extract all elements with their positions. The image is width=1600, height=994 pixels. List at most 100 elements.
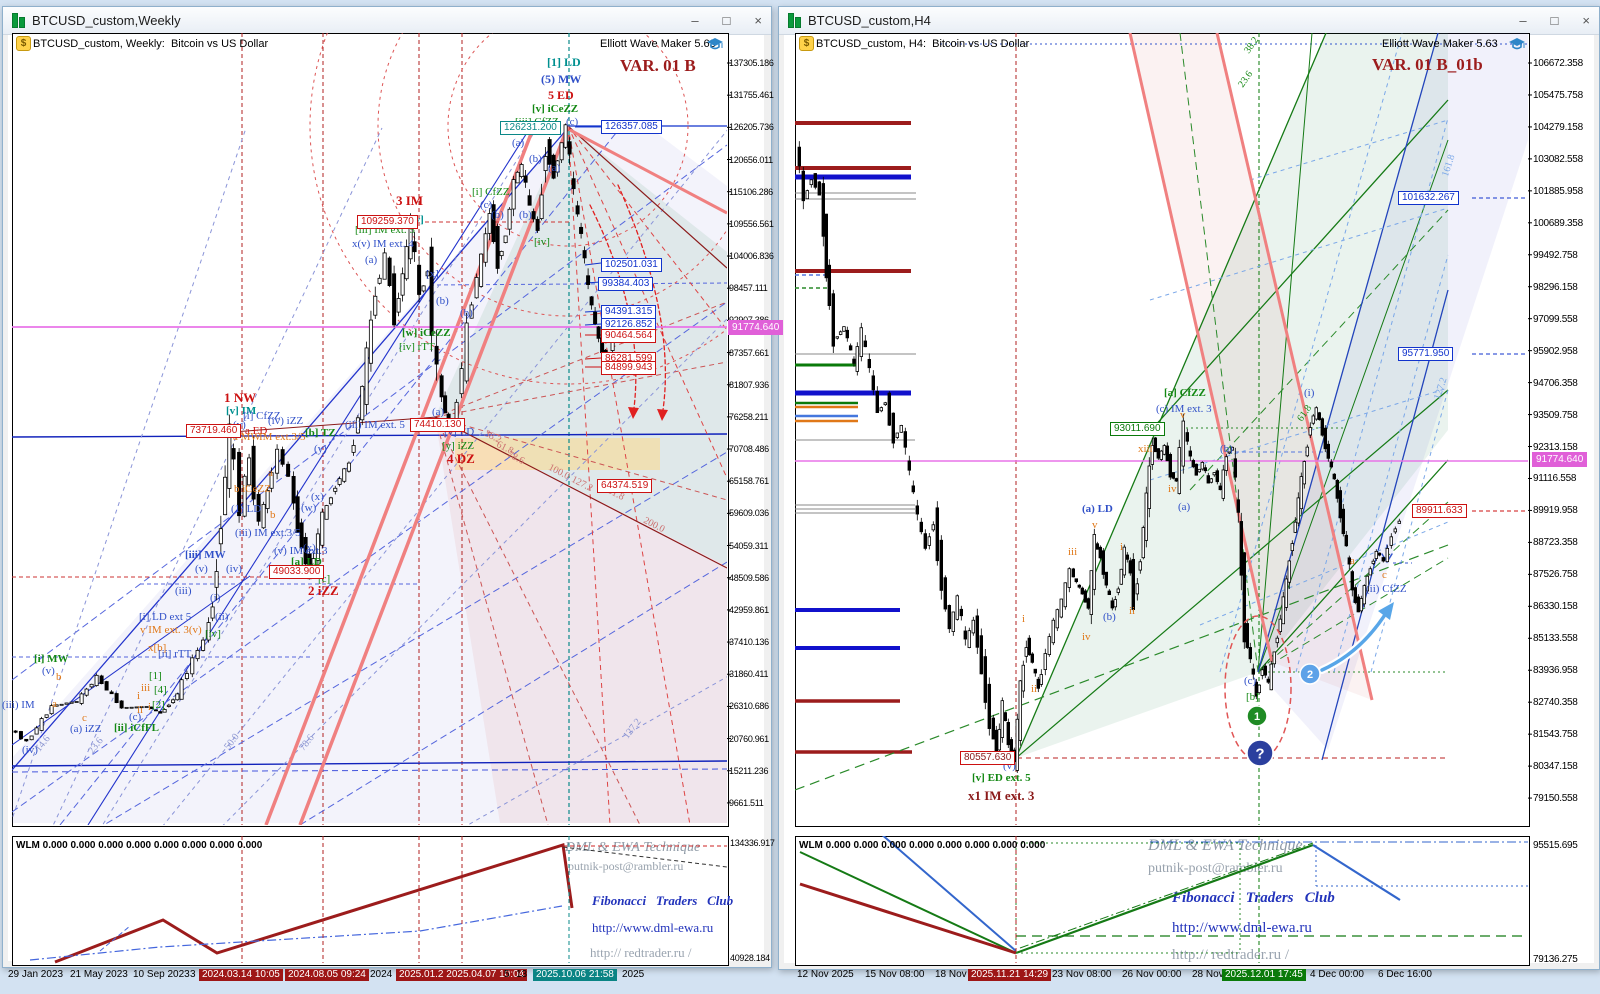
chart-caption: BTCUSD_custom, Weekly: Bitcoin vs US Dol… <box>33 38 269 50</box>
price-tag: 94391.315 <box>601 305 657 319</box>
axis-price-label: 80347.158 <box>1533 761 1578 773</box>
chart-window-icon <box>788 12 801 28</box>
window-title: BTCUSD_custom,H4 <box>808 13 931 28</box>
wave-label: (iv) <box>226 563 242 575</box>
minimize-button[interactable]: – <box>1519 13 1527 28</box>
wave-label: (c) <box>480 199 493 211</box>
wave-label: ii <box>137 704 144 716</box>
wave-label: (v) <box>1003 760 1016 772</box>
wave-label: (c) <box>1244 675 1257 687</box>
wave-label: [4] <box>154 684 167 696</box>
wave-label: [v] ED <box>444 426 475 438</box>
wave-label: iii <box>141 682 151 694</box>
axis-time-label: 2025.10.06 21:58 <box>533 969 617 981</box>
weekly-wlm-frame[interactable] <box>12 836 729 966</box>
wave-label: (a) iZZ <box>70 723 102 735</box>
axis-price-label: 20760.961 <box>729 733 769 744</box>
axis-price-label: 26310.686 <box>729 701 769 712</box>
wave-label: b <box>270 509 276 521</box>
wave-label: iv <box>1168 483 1177 495</box>
wave-label: iii <box>1068 546 1078 558</box>
axis-time-label: 2025.11.21 14:29 <box>968 969 1052 981</box>
axis-price-label: 87526.758 <box>1533 569 1578 581</box>
expert-icon[interactable]: $ <box>799 36 814 51</box>
wave-label: (ii) <box>215 611 229 623</box>
wave-label: (c) <box>129 711 142 723</box>
axis-price-label: 88723.358 <box>1533 537 1578 549</box>
price-scale-h4[interactable] <box>1528 33 1598 825</box>
axis-price-label: 48509.586 <box>729 572 769 583</box>
watermark-text: DML & EWA Technique <box>565 840 701 855</box>
axis-price-label: 81543.758 <box>1533 729 1578 741</box>
maximize-button[interactable]: □ <box>722 13 731 28</box>
wave-label: [b] <box>1246 691 1259 703</box>
wave-label: (b) <box>491 209 504 221</box>
axis-price-label: 54059.311 <box>729 540 769 551</box>
axis-price-label: 83936.958 <box>1533 665 1578 677</box>
maximize-button[interactable]: □ <box>1550 13 1559 28</box>
wave-label: [v] iCeZZ <box>532 103 579 115</box>
wave-label: (5) MW <box>541 72 582 86</box>
wlm-indicator-label: WLM 0.000 0.000 0.000 0.000 0.000 0.000 … <box>16 840 263 851</box>
axis-time-label: 2024 <box>370 969 393 980</box>
wave-label: [w] iCeZZ <box>402 327 451 339</box>
ewm-brand: Elliott Wave Maker 5.63 <box>600 38 716 50</box>
time-scale-h4[interactable] <box>795 966 1528 986</box>
ewm-brand: Elliott Wave Maker 5.63 <box>1382 38 1498 50</box>
axis-time-label: 4 Dec 00:00 <box>1310 969 1364 980</box>
price-tag: 102501.031 <box>601 258 662 272</box>
price-tag: 74410.130 <box>410 418 466 432</box>
svg-text:2: 2 <box>1307 669 1313 681</box>
axis-price-label: 91116.558 <box>1533 473 1577 485</box>
titlebar-weekly[interactable]: BTCUSD_custom,Weekly – □ × <box>3 7 771 35</box>
price-scale-weekly[interactable] <box>727 33 772 825</box>
wave-label: (x) <box>311 491 324 503</box>
h4-wlm-frame[interactable] <box>795 836 1530 966</box>
wave-label: 5 ED <box>548 88 574 102</box>
close-button[interactable]: × <box>754 13 762 28</box>
wave-label: x[b] <box>148 642 167 654</box>
expert-icon[interactable]: $ <box>16 36 31 51</box>
watermark-text: putnik-post@rambler.ru <box>568 859 684 873</box>
axis-price-label: 106672.358 <box>1533 58 1583 69</box>
wave-label: xiii <box>1138 443 1153 455</box>
variant-label: VAR. 01 B_01b <box>1372 55 1483 74</box>
wave-label: c <box>1382 569 1387 581</box>
axis-price-label: 109556.561 <box>729 218 774 229</box>
weekly-plot-frame[interactable] <box>12 33 729 827</box>
wave-label: (a) <box>512 137 525 149</box>
wave-label: v <box>1092 519 1098 531</box>
wave-label: (iii) IM ext. 5 <box>345 419 405 431</box>
axis-price-label: 42959.861 <box>729 604 769 615</box>
wave-label: [a] CfZZ <box>1164 387 1206 399</box>
wave-label: x1 IM ext. 3 <box>968 788 1035 803</box>
price-tag: 49033.900 <box>269 565 325 579</box>
axis-price-label: 15211.236 <box>729 765 769 776</box>
wave-label: 2 iZZ <box>308 583 339 598</box>
minimize-button[interactable]: – <box>691 13 699 28</box>
time-scale-weekly[interactable] <box>12 966 727 986</box>
axis-time-label: 2025 <box>622 969 645 980</box>
close-button[interactable]: × <box>1582 13 1590 28</box>
wlm-scale-value: 79136.275 <box>1533 954 1578 965</box>
price-tag: 95771.950 <box>1398 347 1454 361</box>
axis-price-label: 70708.486 <box>729 444 769 455</box>
axis-price-label: 131755.461 <box>729 90 774 101</box>
axis-time-label: 2024.03.14 10:05 <box>199 969 283 981</box>
svg-text:1: 1 <box>1254 711 1260 723</box>
wave-label: (1) LD <box>231 503 262 515</box>
wave-label: i <box>1120 541 1124 553</box>
wave-label: a ED <box>245 425 268 437</box>
graduation-cap-icon <box>1509 38 1525 50</box>
axis-price-label: 59609.036 <box>729 508 769 519</box>
wave-label: (v) <box>195 563 208 575</box>
wave-label: a <box>52 698 57 710</box>
wave-label: [v] IM <box>226 405 257 417</box>
titlebar-h4[interactable]: BTCUSD_custom,H4 – □ × <box>779 7 1599 35</box>
chart-caption: BTCUSD_custom, H4: Bitcoin vs US Dollar <box>816 38 1030 50</box>
axis-price-label: 79150.558 <box>1533 793 1578 805</box>
axis-time-label: 21 May 2023 <box>70 969 128 980</box>
wlm-scale-value: 40928.184 <box>730 953 770 963</box>
wave-label: i <box>137 690 141 702</box>
